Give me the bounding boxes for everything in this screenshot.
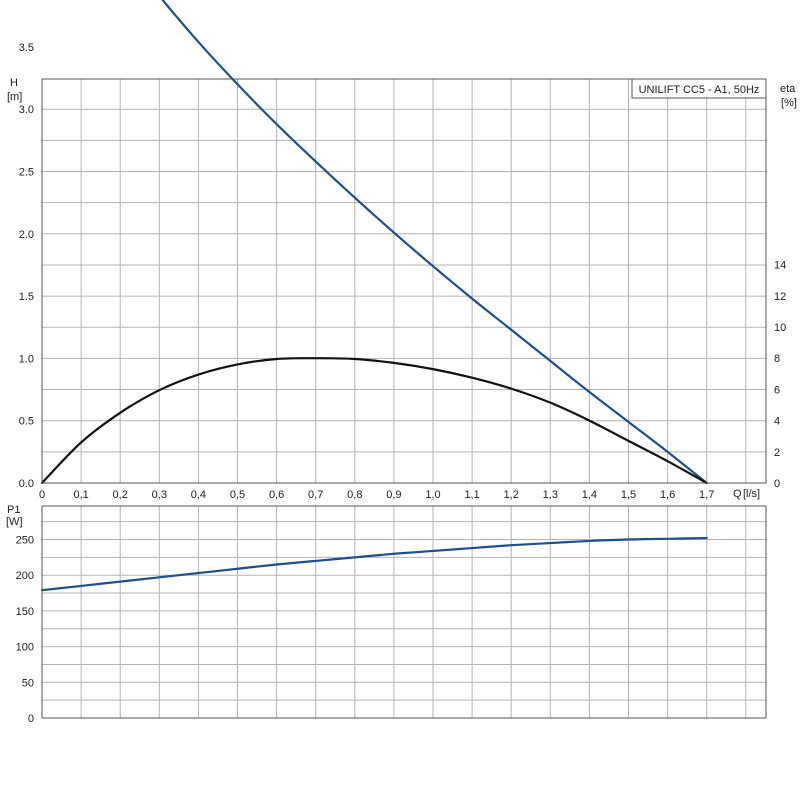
- power-plot-frame: [41, 505, 767, 719]
- y2-tick-label: 4: [774, 416, 780, 428]
- power-grid: [42, 506, 766, 718]
- x-tick-label: 1,1: [464, 489, 479, 501]
- power-curves: [40, 536, 708, 592]
- x-tick-label: 0,6: [269, 489, 284, 501]
- efficiency-axis-unit: [%]: [781, 97, 797, 109]
- x-tick-label: 0,4: [191, 489, 206, 501]
- chart-title-box: UNILIFT CC5 - A1, 50Hz: [631, 78, 767, 99]
- y-tick-label: 2.5: [19, 167, 34, 179]
- power-axis-unit: [W]: [6, 516, 23, 528]
- y-tick-label: 200: [16, 570, 34, 582]
- x-tick-label: 1,0: [425, 489, 440, 501]
- y2-tick-label: 2: [774, 447, 780, 459]
- y-tick-label: 3.5: [19, 42, 34, 54]
- y-tick-label: 50: [22, 677, 34, 689]
- x-tick-label: 1,2: [504, 489, 519, 501]
- y2-tick-label: 6: [774, 384, 780, 396]
- power-panel: 0 50 100 150 200 250 P1 [W]: [6, 504, 767, 726]
- x-tick-label: 0,3: [152, 489, 167, 501]
- efficiency-axis-label: eta: [780, 83, 796, 95]
- y2-tick-label: 0: [774, 478, 780, 490]
- x-tick-label: 0,1: [73, 489, 88, 501]
- head-curve: [161, 0, 708, 485]
- head-axis-unit: [m]: [7, 91, 22, 103]
- y2-tick-label: 8: [774, 353, 780, 365]
- head-axis-label: H: [10, 77, 18, 89]
- y-tick-label: 0.5: [19, 416, 34, 428]
- y2-tick-label: 10: [774, 322, 786, 334]
- chart-title-frame: [631, 78, 767, 99]
- x-tick-label: 0: [39, 489, 45, 501]
- head-efficiency-curves: [40, 0, 708, 485]
- head-tick-labels: 0.00.51.01.52.02.53.03.54.04.55.05.5: [19, 42, 34, 490]
- power-tick-labels: 0 50 100 150 200 250: [16, 535, 34, 726]
- y-tick-label: 0: [28, 713, 34, 725]
- y-tick-label: 1.5: [19, 291, 34, 303]
- y-tick-label: 100: [16, 642, 34, 654]
- x-tick-label: 1,6: [660, 489, 675, 501]
- power-curve: [40, 536, 708, 592]
- x-tick-label: 0,8: [347, 489, 362, 501]
- x-tick-label: 1,5: [621, 489, 636, 501]
- y-tick-label: 2.0: [19, 229, 34, 241]
- chart-title: UNILIFT CC5 - A1, 50Hz: [639, 84, 760, 96]
- y-tick-label: 1.0: [19, 353, 34, 365]
- x-tick-label: 1,7: [699, 489, 714, 501]
- x-tick-label: 0,9: [386, 489, 401, 501]
- x-tick-label: 0,5: [230, 489, 245, 501]
- y-tick-label: 0.0: [19, 478, 34, 490]
- head-grid: [42, 79, 766, 483]
- y-tick-label: 150: [16, 606, 34, 618]
- power-axis-label: P1: [7, 504, 20, 516]
- y-tick-label: 3.0: [19, 104, 34, 116]
- head-efficiency-panel: 0 0,1 0,2 0,3 0,4 0,5 0,6 0,7 0,8 0,9 1,0 1,1 1,2 1,3…: [7, 0, 797, 501]
- y-tick-label: 250: [16, 535, 34, 547]
- y2-tick-label: 14: [774, 260, 786, 272]
- head-plot-frame: [41, 78, 767, 484]
- x-tick-label: 1,4: [582, 489, 597, 501]
- efficiency-curve: [40, 357, 708, 485]
- x-tick-label: 1,3: [543, 489, 558, 501]
- flow-axis-unit: [l/s]: [743, 488, 760, 500]
- efficiency-tick-labels: 0 2 4 6 8 10 12 14: [774, 260, 786, 490]
- y2-tick-label: 12: [774, 291, 786, 303]
- x-tick-label: 0,7: [308, 489, 323, 501]
- flow-axis-label: Q: [733, 488, 742, 500]
- x-tick-label: 0,2: [113, 489, 128, 501]
- flow-tick-labels: 0 0,1 0,2 0,3 0,4 0,5 0,6 0,7 0,8 0,9 1,0 1,1 1,2 1,3…: [39, 489, 714, 501]
